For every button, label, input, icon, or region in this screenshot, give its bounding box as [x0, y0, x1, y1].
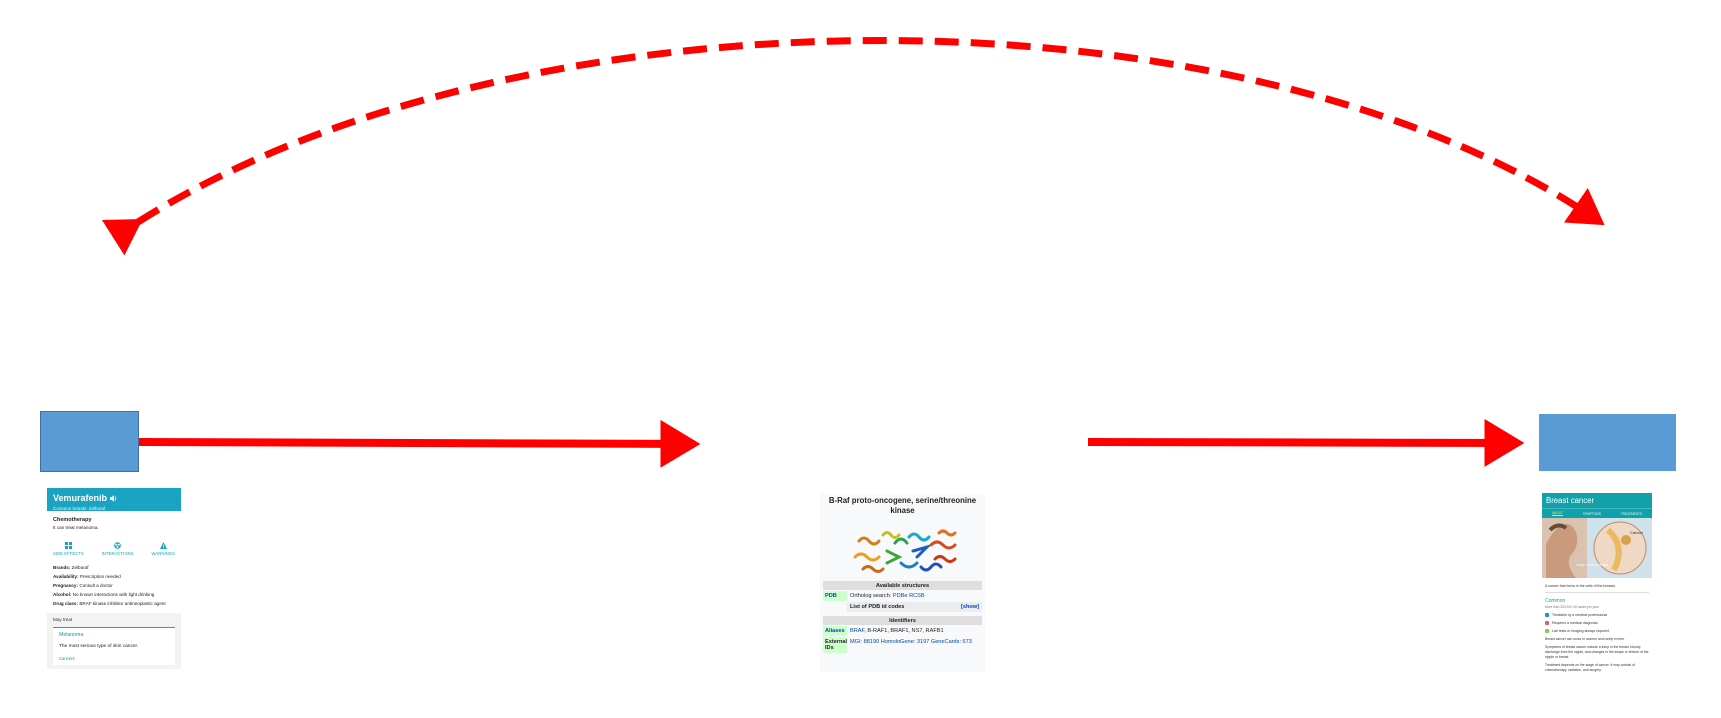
drug-title: Vemurafenib [53, 493, 108, 503]
fact-brands: Brands: Zelboraf [53, 565, 175, 572]
tab-about[interactable]: ABOUT [1551, 511, 1563, 516]
list-item-text: Treatable by a medical professional [1552, 613, 1608, 617]
speaker-icon[interactable] [110, 495, 118, 503]
ortholog-search: Ortholog search: PDBe RCSB [847, 591, 982, 602]
identifiers-header: Identifiers [823, 616, 982, 626]
drug-uses: It can treat melanoma. [53, 524, 99, 530]
disease-facts-list: Treatable by a medical professional Requ… [1542, 613, 1652, 633]
fact-label: Pregnancy: [53, 582, 79, 588]
disease-frequency: Common [1545, 598, 1566, 604]
condition-link[interactable]: Melanoma [59, 632, 84, 639]
pdb-label[interactable]: PDB [823, 591, 847, 602]
side-effects-icon [64, 541, 72, 549]
drug-node [40, 411, 139, 472]
may-treat-label: May treat [53, 616, 73, 622]
drug-class: Chemotherapy [53, 517, 92, 523]
aliases-label[interactable]: Aliases [823, 626, 847, 637]
fact-pregnancy: Pregnancy: Consult a doctor [53, 583, 175, 590]
warnings-link[interactable]: WARNINGS [151, 541, 175, 557]
drug-facts: Brands: Zelboraf Availability: Prescript… [53, 565, 175, 608]
condition-category[interactable]: Cancers [59, 655, 75, 661]
breast-cancer-illustration-icon: Cancer Lump, mass or lesion [1542, 518, 1652, 578]
interactions-link[interactable]: INTERACTIONS [101, 541, 134, 557]
warnings-icon [159, 541, 167, 549]
fact-value: Zelboraf [71, 564, 89, 570]
tab-symptoms[interactable]: SYMPTOMS [1582, 511, 1601, 516]
may-treat-section: May treat Melanoma The most serious type… [47, 612, 181, 669]
pdb-list-row: List of PDB id codes [show] [847, 602, 982, 613]
aliases-rest: , B-RAF1, BRAF1, NS7, RAFB1 [864, 628, 944, 635]
treatable-icon [1545, 613, 1549, 617]
image-label-cancer: Cancer [1630, 530, 1644, 535]
list-item-text: Lab tests or imaging always required [1552, 629, 1610, 633]
disease-case-count: More than 300,000 US cases per year [1545, 605, 1599, 609]
external-ids-row: External IDs MGI: 88190 HomoloGene: 3197… [823, 637, 982, 654]
disease-caption: A cancer that forms in the cells of the … [1545, 584, 1616, 588]
external-ids-value[interactable]: MGI: 88190 HomoloGene: 3197 GeneCards: 6… [847, 637, 982, 654]
interactions-label: INTERACTIONS [101, 550, 134, 556]
protein-structure-icon [853, 529, 956, 574]
disease-paragraph-2: Symptoms of breast cancer include a lump… [1545, 644, 1649, 659]
list-item-text: Requires a medical diagnosis [1552, 621, 1598, 625]
available-structures-header: Available structures [823, 581, 982, 591]
list-item: Treatable by a medical professional [1545, 613, 1649, 617]
disease-paragraph-1: Breast cancer can occur in women and rar… [1545, 637, 1626, 641]
disease-knowledge-card: Breast cancer ABOUT SYMPTOMS TREATMENTS … [1542, 493, 1652, 693]
fact-value: Prescription needed [79, 573, 121, 579]
arrow-protein-to-disease [1087, 418, 1525, 467]
interactions-icon [114, 541, 121, 549]
drug-card-header: Vemurafenib Common brands: Zelboraf [47, 488, 181, 511]
fact-label: Brands: [53, 564, 71, 570]
lab-tests-icon [1545, 629, 1549, 633]
condition-description: The most serious type of skin cancer. [59, 643, 139, 649]
drug-title-row: Vemurafenib [53, 492, 175, 505]
protein-title: B-Raf proto-oncogene, serine/threonine k… [828, 496, 977, 515]
disease-paragraph-3: Treatment depends on the stage of cancer… [1545, 662, 1635, 672]
fact-value: BRAF kinase inhibitor antineoplastic age… [79, 601, 166, 607]
tab-treatments[interactable]: TREATMENTS [1620, 511, 1643, 516]
aliases-row: Aliases BRAF, B-RAF1, BRAF1, NS7, RAFB1 [823, 626, 982, 637]
image-label-lump: Lump, mass or lesion [1576, 563, 1608, 567]
drug-icon-row: SIDE EFFECTS INTERACTIONS WARNINGS [53, 541, 175, 557]
fact-drug-class: Drug class: BRAF kinase inhibitor antine… [53, 601, 175, 608]
aliases-value: BRAF, B-RAF1, BRAF1, NS7, RAFB1 [847, 626, 982, 637]
pdb-list-label: List of PDB id codes [850, 604, 905, 611]
disease-tabs: ABOUT SYMPTOMS TREATMENTS [1542, 508, 1652, 518]
list-item: Lab tests or imaging always required [1545, 629, 1649, 633]
disease-title: Breast cancer [1542, 493, 1652, 508]
fact-availability: Availability: Prescription needed [53, 574, 175, 581]
warnings-label: WARNINGS [151, 550, 175, 556]
disease-node [1539, 414, 1676, 471]
ortholog-text: Ortholog search: [850, 593, 892, 600]
side-effects-label: SIDE EFFECTS [53, 550, 84, 556]
list-item: Requires a medical diagnosis [1545, 621, 1649, 625]
fact-label: Drug class: [53, 601, 79, 607]
ortholog-links[interactable]: PDBe RCSB [892, 593, 925, 600]
bidirectional-dashed-arrow [101, 37, 1605, 256]
arrow-drug-to-protein [138, 419, 701, 468]
fact-label: Alcohol: [53, 591, 72, 597]
show-toggle[interactable]: [show] [960, 604, 979, 611]
may-treat-card[interactable]: Melanoma The most serious type of skin c… [53, 627, 175, 665]
fact-value: Consult a doctor [79, 582, 113, 588]
aliases-link[interactable]: BRAF [850, 628, 865, 635]
drug-knowledge-card: Vemurafenib Common brands: Zelboraf Chem… [47, 488, 181, 702]
fact-alcohol: Alcohol: No known interactions with ligh… [53, 592, 175, 599]
drug-subtitle: Common brands: Zelboraf [53, 506, 106, 512]
fact-label: Availability: [53, 573, 79, 579]
pdb-row: PDB Ortholog search: PDBe RCSB [823, 591, 982, 602]
fact-value: No known interactions with light drinkin… [72, 591, 155, 597]
protein-infobox: B-Raf proto-oncogene, serine/threonine k… [820, 494, 985, 672]
external-ids-label: External IDs [823, 637, 848, 654]
side-effects-link[interactable]: SIDE EFFECTS [53, 541, 84, 557]
diagnosis-icon [1545, 621, 1549, 625]
